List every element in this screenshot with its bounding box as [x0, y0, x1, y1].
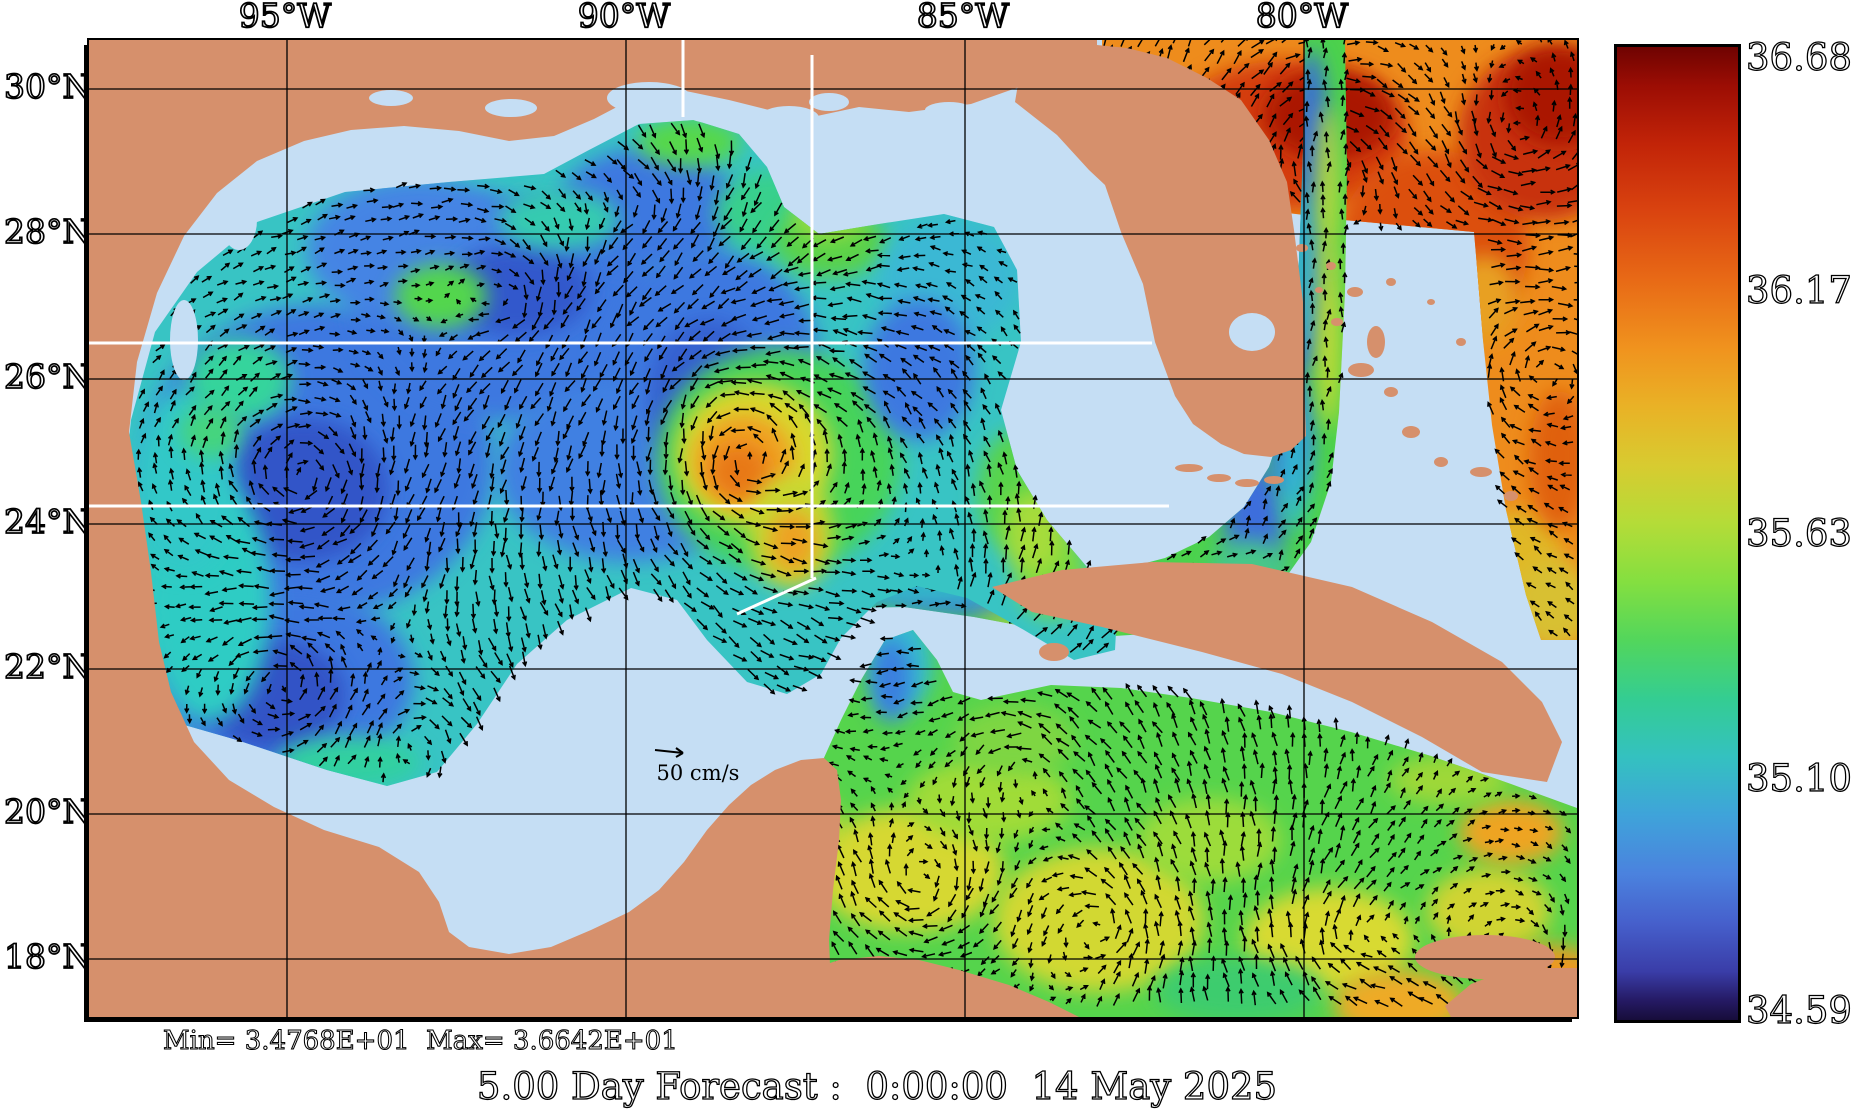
land-bahamas-island: [1315, 287, 1323, 293]
coastal-bay: [170, 300, 198, 380]
land-honduras: [779, 956, 1079, 1017]
land-isla-juventud: [1039, 643, 1069, 661]
data-region: [789, 630, 1577, 1017]
coastal-bay: [925, 102, 973, 118]
coastal-bay: [809, 93, 849, 111]
coastal-bay: [607, 82, 691, 114]
land-florida-keys: [1175, 464, 1203, 472]
lat-tick-28n: 28°N: [3, 212, 92, 251]
land-hispaniola: [1445, 968, 1577, 1017]
land-bahamas-island: [1386, 278, 1396, 286]
forecast-caption: 5.00 Day Forecast : 0:00:00 14 May 2025: [476, 1065, 1278, 1108]
land-florida-keys: [1264, 476, 1284, 484]
coastal-bay: [485, 99, 537, 117]
land-bahamas-island: [1296, 244, 1308, 252]
colorbar-tick-1: 36.68: [1745, 36, 1852, 79]
colorbar-tick-3: 35.63: [1745, 512, 1852, 555]
colorbar-tick-2: 36.17: [1745, 269, 1852, 312]
land-bahamas-island: [1427, 299, 1435, 305]
coastal-bay: [685, 101, 737, 123]
land-bahamas-island: [1367, 326, 1385, 358]
colorbar-tick-5: 34.59: [1745, 989, 1852, 1032]
lat-tick-30n: 30°N: [3, 67, 92, 106]
lon-tick-90w: 90°W: [577, 0, 671, 35]
coastal-bay: [221, 190, 257, 250]
coastal-bay: [369, 90, 413, 106]
current-vector-arrows: [114, 122, 1128, 783]
land-bahamas-island: [1402, 426, 1420, 438]
land-bahamas-island: [1384, 387, 1398, 397]
colorbar-tick-4: 35.10: [1745, 757, 1852, 800]
land-bahamas-island: [1331, 318, 1343, 326]
data-region: [114, 120, 1128, 786]
land-jamaica: [1415, 935, 1555, 979]
coastal-bay: [1229, 313, 1275, 351]
lat-tick-20n: 20°N: [3, 792, 92, 831]
field-min-max-readout: Min= 3.4768E+01 Max= 3.6642E+01: [162, 1025, 678, 1056]
lat-tick-22n: 22°N: [3, 647, 92, 686]
land-north-america-mexico: [89, 40, 1097, 1017]
land-bahamas-island: [1347, 287, 1363, 297]
reference-vector-label: 50 cm/s: [656, 761, 740, 785]
salinity-current-map: [89, 40, 1577, 1017]
lat-tick-26n: 26°N: [3, 357, 92, 396]
land-bahamas-island: [1434, 457, 1448, 467]
lat-tick-24n: 24°N: [3, 502, 92, 541]
reference-vector-arrow: [654, 747, 684, 758]
lon-tick-85w: 85°W: [916, 0, 1010, 35]
land-florida-keys: [1207, 474, 1231, 482]
lat-tick-18n: 18°N: [3, 937, 92, 976]
land-cuba: [992, 562, 1562, 782]
land-bahamas-island: [1456, 338, 1466, 346]
land-bahamas-island: [1504, 491, 1518, 501]
land-florida-keys: [1235, 479, 1259, 487]
land-bahamas-island: [1470, 467, 1492, 477]
map-plot-area: [87, 38, 1579, 1019]
land-florida: [1015, 44, 1306, 457]
lon-tick-80w: 80°W: [1255, 0, 1349, 35]
nest-boundary-line: [736, 576, 817, 616]
coastal-bay: [759, 106, 819, 130]
coastal-bay: [314, 150, 344, 170]
land-bahamas-island: [1348, 363, 1374, 377]
land-bahamas-island: [1326, 262, 1336, 270]
salinity-colorbar: [1614, 44, 1741, 1023]
lon-tick-95w: 95°W: [238, 0, 332, 35]
